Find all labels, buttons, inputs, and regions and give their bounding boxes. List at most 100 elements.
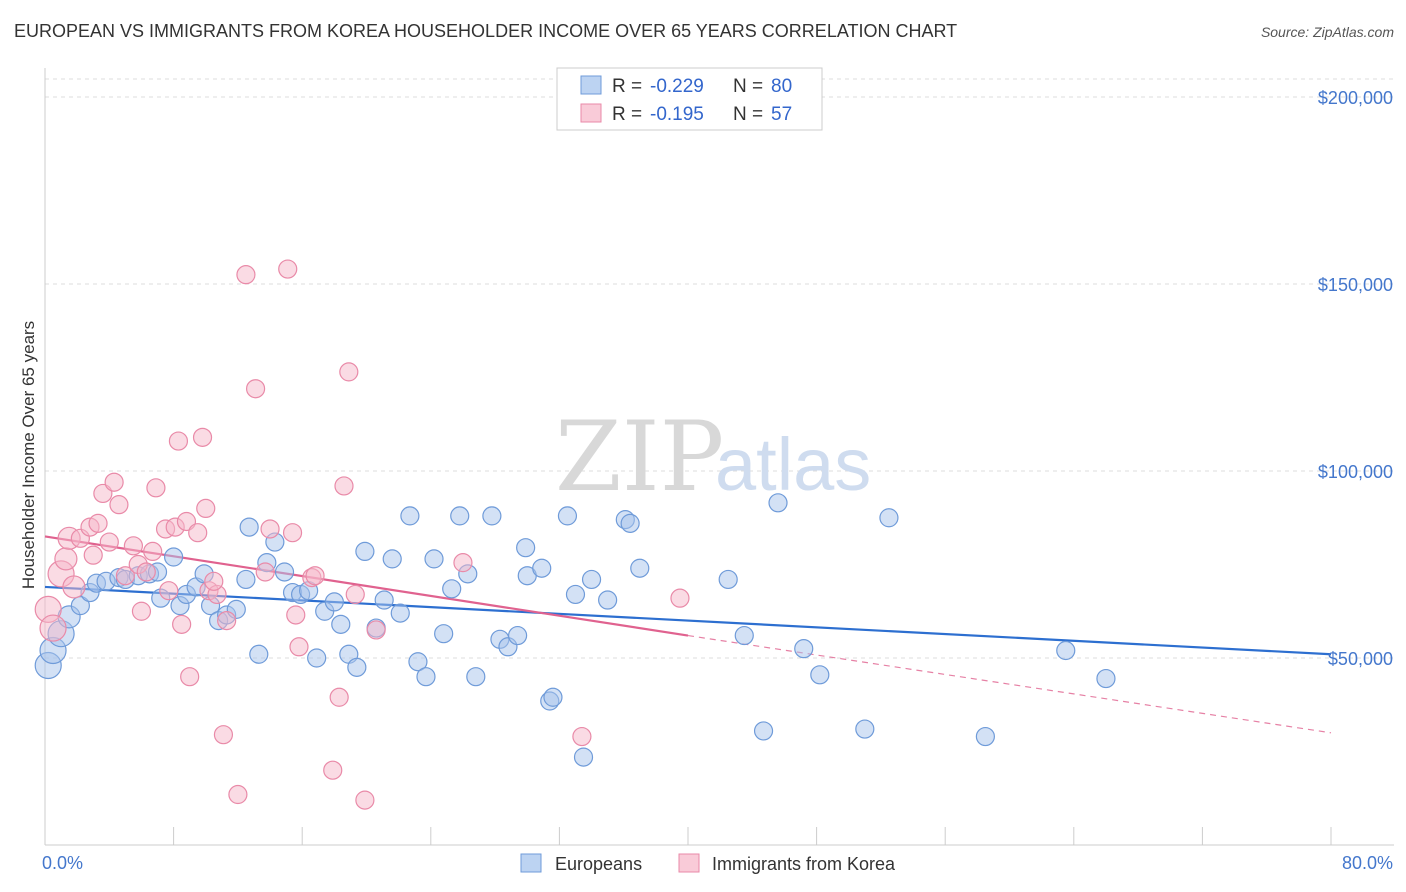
legend-n-value-1: 80 [771, 76, 792, 97]
bottom-legend-swatch-europeans [520, 853, 542, 873]
european-point-37 [347, 657, 367, 677]
korea-point-14 [115, 566, 135, 586]
data-points [34, 259, 1116, 810]
korea-point-25 [172, 614, 192, 634]
european-point-60 [543, 687, 563, 707]
european-point-64 [598, 590, 618, 610]
korea-point-35 [228, 784, 248, 805]
trend-lines [44, 535, 1332, 734]
european-point-35 [331, 614, 351, 634]
european-point-51 [466, 667, 486, 687]
european-point-46 [424, 549, 444, 569]
european-point-79 [565, 584, 586, 605]
european-point-69 [734, 625, 754, 646]
korea-point-43 [289, 637, 309, 657]
european-point-41 [382, 549, 402, 569]
korea-point-48 [339, 362, 359, 382]
korea-point-46 [329, 687, 349, 707]
watermark-zip: ZIP [555, 401, 724, 513]
european-point-78 [1096, 668, 1116, 689]
european-point-14 [164, 547, 184, 567]
korea-point-5 [62, 575, 86, 599]
korea-point-3 [54, 547, 78, 571]
legend-r-label-2: R = [612, 104, 642, 125]
european-point-55 [508, 625, 528, 646]
european-point-25 [249, 644, 269, 664]
european-point-74 [855, 719, 875, 739]
european-point-34 [324, 592, 344, 612]
legend-n-label-1: N = [733, 76, 763, 97]
korea-point-9 [88, 513, 108, 533]
korea-point-37 [245, 379, 266, 399]
watermark-atlas: atlas [715, 423, 871, 506]
legend-swatch-europeans [580, 75, 602, 95]
korea-point-33 [213, 725, 234, 745]
korea-point-52 [366, 620, 386, 640]
korea-point-50 [323, 760, 343, 780]
korea-point-42 [286, 605, 306, 625]
european-point-43 [400, 506, 420, 526]
european-point-72 [794, 639, 814, 659]
european-point-28 [274, 562, 295, 582]
european-point-47 [434, 624, 454, 644]
european-point-49 [450, 506, 470, 526]
korea-point-1 [39, 614, 67, 642]
european-point-40 [374, 590, 394, 610]
korea-point-8 [83, 545, 103, 565]
y-axis-label: Householder Income Over 65 years [19, 321, 38, 589]
korea-point-11 [99, 532, 119, 552]
european-point-23 [236, 569, 256, 590]
korea-point-38 [255, 562, 275, 582]
x-tick-label-end: 80.0% [1342, 853, 1393, 873]
korea-point-29 [192, 427, 213, 447]
y-tick-label-50000: $50,000 [1328, 649, 1393, 669]
european-point-68 [718, 569, 738, 590]
european-point-70 [753, 721, 774, 741]
korea-point-30 [196, 498, 216, 518]
korea-point-12 [104, 472, 124, 492]
european-point-66 [620, 513, 640, 533]
korea-point-18 [136, 562, 156, 582]
y-tick-label-200000: $200,000 [1318, 88, 1393, 108]
y-tick-label-100000: $100,000 [1318, 462, 1393, 482]
axes [44, 68, 1394, 846]
european-point-58 [532, 558, 552, 578]
korea-point-56 [204, 571, 224, 591]
european-point-61 [557, 506, 578, 526]
korea-point-13 [109, 495, 129, 515]
korea-point-40 [278, 259, 298, 279]
korea-point-47 [334, 476, 354, 496]
x-tick-label-start: 0.0% [42, 853, 83, 873]
tick-labels: $50,000 $100,000 $150,000 $200,000 0.0% 80.0% [42, 88, 1393, 873]
legend-n-value-2: 57 [771, 104, 792, 125]
korea-point-49 [345, 584, 365, 605]
european-point-73 [810, 665, 830, 685]
legend-r-value-2: -0.195 [650, 104, 704, 125]
european-point-76 [975, 726, 995, 747]
series-europeans [34, 493, 1116, 767]
korea-point-19 [143, 541, 163, 562]
korea-point-24 [168, 431, 189, 451]
european-point-71 [768, 493, 788, 513]
european-point-4 [70, 596, 90, 616]
european-point-52 [482, 506, 502, 526]
korea-point-34 [217, 610, 237, 631]
stats-legend: R = -0.229 N = 80 R = -0.195 N = 57 [556, 67, 823, 131]
korea-point-53 [453, 553, 473, 573]
european-point-77 [1056, 640, 1076, 661]
trend-line-korea-extension [687, 634, 1332, 734]
legend-swatch-korea [580, 103, 602, 123]
korea-point-51 [355, 790, 375, 810]
european-point-44 [408, 652, 428, 672]
korea-point-55 [670, 588, 690, 608]
korea-point-54 [572, 726, 592, 747]
watermark: ZIP atlas [555, 401, 871, 513]
legend-n-label-2: N = [733, 104, 763, 125]
bottom-legend-korea: Immigrants from Korea [712, 854, 896, 874]
bottom-legend-europeans: Europeans [555, 854, 642, 874]
european-point-56 [516, 538, 536, 558]
legend-r-label-1: R = [612, 76, 642, 97]
y-tick-label-150000: $150,000 [1318, 275, 1393, 295]
european-point-32 [307, 648, 327, 668]
korea-point-36 [236, 265, 256, 285]
